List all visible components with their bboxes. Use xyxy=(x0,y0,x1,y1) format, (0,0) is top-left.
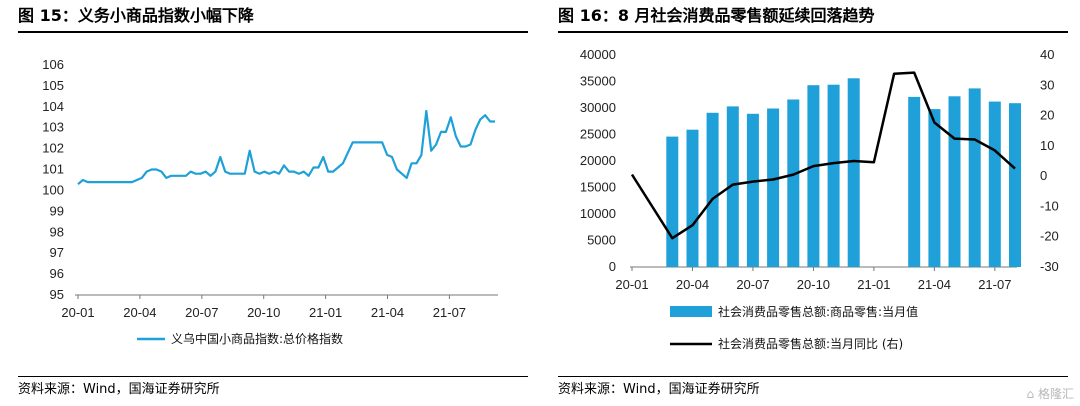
y-tick-label: 101 xyxy=(42,162,64,177)
yoy-line-series xyxy=(630,71,1016,240)
y-left-tick-label: 5000 xyxy=(587,233,616,248)
legend-bar-swatch xyxy=(670,306,712,317)
retail-bar xyxy=(968,88,981,268)
x-tick-label: 20-04 xyxy=(676,277,709,292)
y-right-tick-label: 0 xyxy=(1040,168,1047,183)
y-right-tick-label: 20 xyxy=(1040,108,1054,123)
x-tick-label: 20-04 xyxy=(123,305,156,320)
price-index-line-chart: 95 96 97 98 99 100 101 102 103 104 105 106 20-01 20-0… xyxy=(42,57,498,346)
x-tick-label: 20-07 xyxy=(736,277,769,292)
x-tick-label: 20-07 xyxy=(185,305,218,320)
y-left-tick-label: 30000 xyxy=(580,100,616,115)
y-tick-label: 105 xyxy=(42,78,64,93)
y-right-tick-label: 40 xyxy=(1040,47,1054,62)
retail-bar xyxy=(787,99,800,267)
x-tick-label: 20-01 xyxy=(61,305,94,320)
retail-bar xyxy=(948,96,961,267)
retail-bar xyxy=(827,84,840,267)
y-right-tick-label: -30 xyxy=(1040,259,1059,274)
y-left-tick-label: 40000 xyxy=(580,47,616,62)
retail-bar xyxy=(746,113,759,267)
retail-bar xyxy=(1009,103,1021,267)
x-tick-label: 20-01 xyxy=(615,277,648,292)
y-tick-label: 96 xyxy=(50,266,64,281)
watermark-logo: ⌂ 格隆汇 xyxy=(1026,387,1074,401)
y-tick-label: 103 xyxy=(42,120,64,135)
legend-label: 社会消费品零售总额:商品零售:当月值 xyxy=(718,304,918,319)
x-tick-label: 21-07 xyxy=(978,277,1011,292)
y-left-tick-label: 25000 xyxy=(580,127,616,142)
y-tick-label: 106 xyxy=(42,57,64,72)
title-rule xyxy=(558,31,1068,33)
y-left-tick-label: 10000 xyxy=(580,206,616,221)
left-panel: 图 15：义务小商品指数小幅下降 95 96 97 98 99 100 101 102 103 1… xyxy=(18,6,528,397)
retail-bar xyxy=(706,112,719,267)
y-left-tick-label: 20000 xyxy=(580,153,616,168)
retail-bar xyxy=(847,78,860,267)
x-tick-label: 21-07 xyxy=(433,305,466,320)
y-tick-label: 102 xyxy=(42,141,64,156)
y-left-tick-label: 0 xyxy=(609,259,616,274)
chart-title: 图 15：义务小商品指数小幅下降 xyxy=(18,6,254,25)
index-line-series xyxy=(77,109,495,186)
x-tick-label: 21-01 xyxy=(309,305,342,320)
retail-bar xyxy=(908,96,921,268)
y-right-tick-label: 30 xyxy=(1040,77,1054,92)
retail-sales-combo-chart: 0 5000 10000 15000 20000 25000 30000 35000 40000… xyxy=(580,47,1059,351)
source-note: 资料来源：Wind，国海证券研究所 xyxy=(558,382,760,397)
y-tick-label: 97 xyxy=(50,245,64,260)
y-left-tick-label: 35000 xyxy=(580,74,616,89)
retail-bar xyxy=(726,106,739,268)
retail-bar xyxy=(686,129,699,267)
retail-bar xyxy=(807,85,820,267)
right-panel: 图 16：8 月社会消费品零售额延续回落趋势 0 5000 10000 15000 20… xyxy=(540,0,1080,406)
x-tick-label: 20-10 xyxy=(247,305,280,320)
y-tick-label: 99 xyxy=(50,203,64,218)
y-tick-label: 100 xyxy=(42,182,64,197)
y-right-tick-label: -10 xyxy=(1040,198,1059,213)
source-note: 资料来源：Wind，国海证券研究所 xyxy=(18,382,220,397)
y-left-tick-label: 15000 xyxy=(580,180,616,195)
y-tick-label: 98 xyxy=(50,224,64,239)
legend-label: 社会消费品零售总额:当月同比 (右) xyxy=(718,336,903,351)
retail-bar xyxy=(988,101,1001,267)
x-tick-label: 20-10 xyxy=(797,277,830,292)
y-tick-label: 95 xyxy=(50,287,64,302)
chart-title: 图 16：8 月社会消费品零售额延续回落趋势 xyxy=(558,6,875,25)
x-tick-label: 21-01 xyxy=(857,277,890,292)
y-tick-label: 104 xyxy=(42,99,64,114)
x-tick-label: 21-04 xyxy=(918,277,951,292)
legend-label: 义乌中国小商品指数:总价格指数 xyxy=(171,331,343,346)
y-right-tick-label: 10 xyxy=(1040,138,1054,153)
retail-bar xyxy=(666,136,679,267)
retail-bar xyxy=(767,108,780,267)
y-right-tick-label: -20 xyxy=(1040,229,1059,244)
title-rule xyxy=(18,31,528,33)
x-tick-label: 21-04 xyxy=(371,305,404,320)
retail-bar xyxy=(928,109,941,267)
source-rule xyxy=(558,376,1068,377)
source-rule xyxy=(18,376,528,377)
